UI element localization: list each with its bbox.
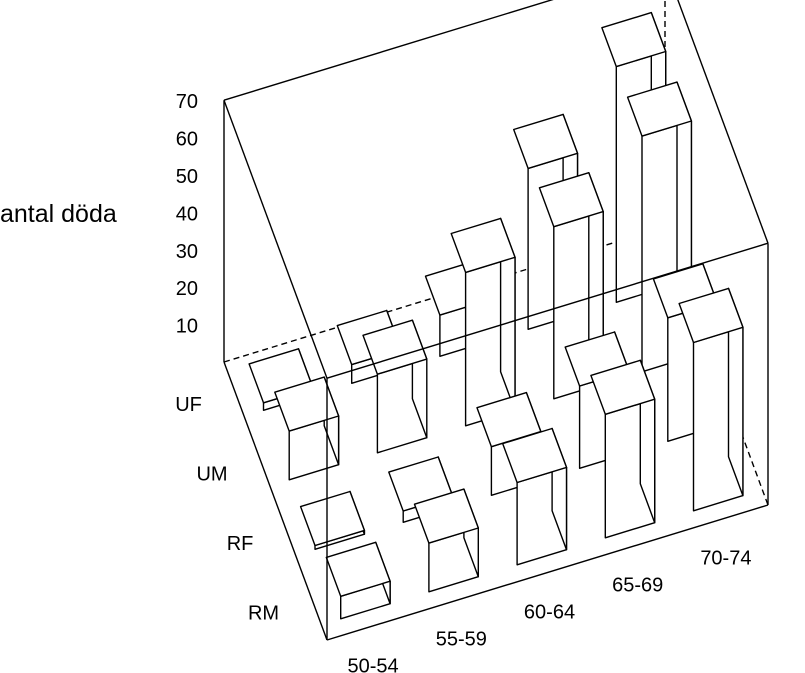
x-category-label: 65-69: [612, 575, 663, 597]
bar-RM-60-64: [502, 427, 568, 566]
box-top-right-edge: [677, 0, 769, 244]
y-category-label: UF: [175, 394, 202, 416]
z-tick-label: 10: [176, 316, 198, 338]
z-tick-label: 60: [176, 129, 198, 151]
box-top-left-edge: [223, 99, 328, 379]
bar-top-face: [626, 81, 693, 137]
box-front-bottom-edge: [326, 504, 769, 641]
bar-RM-70-74: [678, 287, 744, 512]
bar-top-face: [590, 359, 656, 415]
box-left-bottom-edge: [223, 361, 328, 641]
bar-top-face: [601, 11, 667, 68]
y-category-label: RF: [227, 533, 254, 555]
bar-UM-60-64: [450, 217, 516, 427]
bars-group: [248, 11, 744, 620]
y-category-label: UM: [196, 463, 227, 485]
box-front-edges: [223, 0, 769, 641]
bar-top-face: [274, 376, 340, 432]
bar-top-face: [678, 287, 744, 344]
bar-top-face: [450, 217, 516, 274]
z-tick-label: 20: [176, 278, 198, 300]
bar-UM-55-59: [362, 319, 428, 454]
box-top-front-edge: [326, 242, 769, 379]
bar-RM-55-59: [413, 488, 479, 593]
x-category-label: 50-54: [348, 656, 399, 673]
z-axis-label: antal döda: [0, 200, 117, 228]
bar-top-face: [325, 541, 391, 597]
axis-labels: antal döda 10 20 30 40 50 60 70 RM RF UM UF 50-54 55…: [0, 91, 751, 673]
x-category-label: 55-59: [436, 629, 487, 651]
z-tick-label: 70: [176, 91, 198, 113]
box-top-back-edge: [223, 0, 554, 101]
bar-top-face: [413, 488, 479, 544]
bar-top-face: [502, 427, 568, 484]
bar-RM-65-69: [590, 359, 656, 539]
bar-top-face: [362, 319, 428, 375]
bar-top-face: [513, 113, 579, 170]
bar-RF-50-54: [299, 490, 366, 550]
x-category-label: 70-74: [700, 548, 751, 570]
bar-top-face: [299, 490, 366, 547]
z-tick-label: 30: [176, 241, 198, 263]
y-category-label: RM: [248, 602, 279, 624]
bar-UM-50-54: [274, 376, 340, 481]
bar-RM-50-54: [325, 541, 391, 620]
x-category-label: 60-64: [524, 602, 575, 624]
bar-top-face: [538, 171, 604, 228]
z-tick-label: 40: [176, 203, 198, 225]
z-tick-label: 50: [176, 166, 198, 188]
